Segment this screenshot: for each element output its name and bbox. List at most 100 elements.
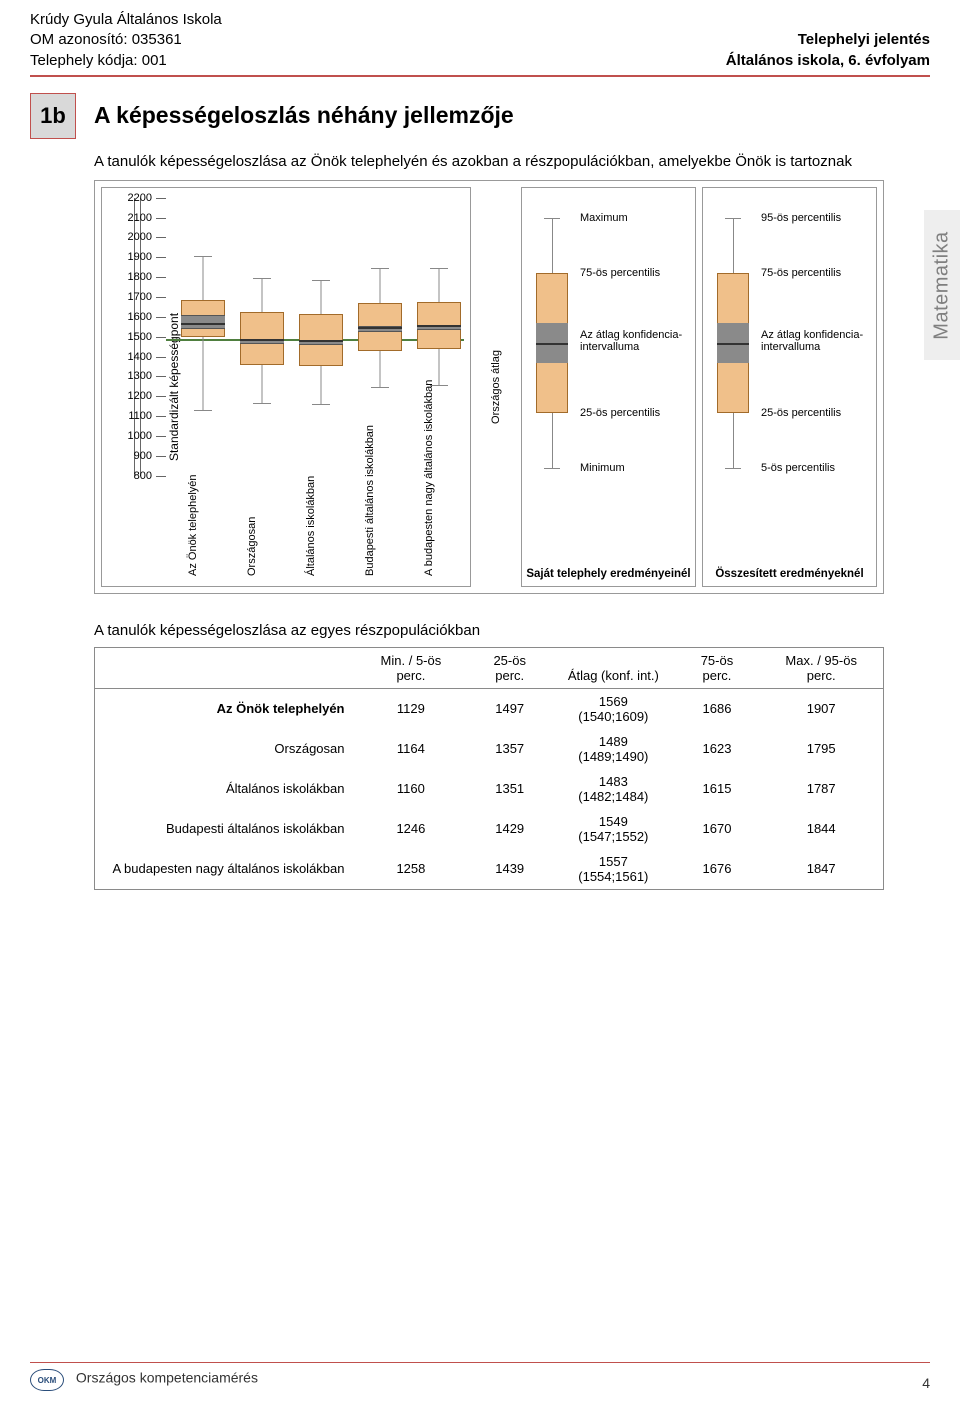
page-footer: OKM Országos kompetenciamérés 4 bbox=[30, 1362, 930, 1391]
table-row-header: Az Önök telephelyén bbox=[95, 688, 355, 729]
header-om: OM azonosító: 035361 bbox=[30, 30, 222, 50]
table-row: Országosan116413571489 (1489;1490)162317… bbox=[95, 729, 884, 769]
y-tick-label: 1500 bbox=[102, 331, 152, 343]
table-cell: 1676 bbox=[675, 849, 760, 890]
table-header: Átlag (konf. int.) bbox=[552, 647, 674, 688]
table-cell: 1357 bbox=[467, 729, 552, 769]
table-cell: 1670 bbox=[675, 809, 760, 849]
legend-right-footer: Összesített eredményeknél bbox=[703, 568, 876, 582]
logo-icon: OKM bbox=[30, 1369, 64, 1391]
legend-item: Minimum bbox=[580, 462, 691, 475]
table-cell: 1164 bbox=[355, 729, 468, 769]
y-tick-label: 800 bbox=[102, 470, 152, 482]
table-cell: 1569 (1540;1609) bbox=[552, 688, 674, 729]
header-grade: Általános iskola, 6. évfolyam bbox=[726, 51, 930, 71]
table-cell: 1160 bbox=[355, 769, 468, 809]
header-report: Telephelyi jelentés bbox=[726, 30, 930, 50]
title-row: 1b A képességeloszlás néhány jellemzője bbox=[30, 93, 930, 139]
x-category-label: A budapesten nagy általános iskolákban bbox=[435, 570, 479, 582]
table-row-header: Budapesti általános iskolákban bbox=[95, 809, 355, 849]
table-cell: 1258 bbox=[355, 849, 468, 890]
footer-page-number: 4 bbox=[922, 1375, 930, 1391]
section-subtitle: A tanulók képességeloszlása az Önök tele… bbox=[94, 153, 930, 170]
y-tick-label: 1000 bbox=[102, 430, 152, 442]
x-category-labels: Az Önök telephelyén Országosan Általános i… bbox=[166, 482, 464, 582]
section-title: A képességeloszlás néhány jellemzője bbox=[94, 102, 514, 129]
page-header: Krúdy Gyula Általános Iskola OM azonosít… bbox=[30, 10, 930, 77]
table-cell: 1129 bbox=[355, 688, 468, 729]
table-cell: 1795 bbox=[759, 729, 883, 769]
legend-left: Saját telephely eredményeinél Maximum75-… bbox=[521, 187, 696, 587]
y-ticks: 8009001000110012001300140015001600170018… bbox=[102, 198, 166, 476]
table-cell: 1489 (1489;1490) bbox=[552, 729, 674, 769]
y-tick-label: 1400 bbox=[102, 351, 152, 363]
x-category-label: Általános iskolákban bbox=[317, 570, 361, 582]
plot-area bbox=[166, 198, 464, 476]
y-tick-label: 1800 bbox=[102, 271, 152, 283]
table-row: Általános iskolákban116013511483 (1482;1… bbox=[95, 769, 884, 809]
y-tick-label: 1200 bbox=[102, 390, 152, 402]
data-table: Min. / 5-ös perc.25-ös perc.Átlag (konf.… bbox=[94, 647, 884, 890]
table-header: Min. / 5-ös perc. bbox=[355, 647, 468, 688]
legend-item: Maximum bbox=[580, 212, 691, 225]
y-tick-label: 2200 bbox=[102, 192, 152, 204]
table-row: Az Önök telephelyén112914971569 (1540;16… bbox=[95, 688, 884, 729]
table-header: 75-ös perc. bbox=[675, 647, 760, 688]
y-tick-label: 1700 bbox=[102, 291, 152, 303]
footer-left: OKM Országos kompetenciamérés bbox=[30, 1369, 258, 1391]
table-row: Budapesti általános iskolákban1246142915… bbox=[95, 809, 884, 849]
table-header: Max. / 95-ös perc. bbox=[759, 647, 883, 688]
legend-item: 25-ös percentilis bbox=[761, 407, 872, 420]
table-cell: 1787 bbox=[759, 769, 883, 809]
box-column bbox=[299, 198, 343, 476]
side-tab: Matematika bbox=[924, 210, 960, 360]
y-tick-label: 2000 bbox=[102, 231, 152, 243]
table-caption: A tanulók képességeloszlása az egyes rés… bbox=[94, 622, 930, 639]
table-header bbox=[95, 647, 355, 688]
table-cell: 1615 bbox=[675, 769, 760, 809]
table-cell: 1497 bbox=[467, 688, 552, 729]
legend-item: 25-ös percentilis bbox=[580, 407, 691, 420]
x-category-label: Budapesti általános iskolákban bbox=[376, 570, 420, 582]
chart-legends: Országos átlag Saját telephely eredménye… bbox=[477, 187, 877, 587]
table-cell: 1483 (1482;1484) bbox=[552, 769, 674, 809]
legend-item: Az átlag konfidencia-intervalluma bbox=[580, 329, 691, 354]
header-right: Telephelyi jelentés Általános iskola, 6.… bbox=[726, 10, 930, 71]
section-badge: 1b bbox=[30, 93, 76, 139]
table-cell: 1557 (1554;1561) bbox=[552, 849, 674, 890]
legend-left-footer: Saját telephely eredményeinél bbox=[522, 568, 695, 582]
table-row-header: Általános iskolákban bbox=[95, 769, 355, 809]
table-cell: 1907 bbox=[759, 688, 883, 729]
y-tick-label: 1900 bbox=[102, 251, 152, 263]
table-cell: 1549 (1547;1552) bbox=[552, 809, 674, 849]
y-tick-label: 1300 bbox=[102, 370, 152, 382]
header-site: Telephely kódja: 001 bbox=[30, 51, 222, 71]
legend-item: Az átlag konfidencia-intervalluma bbox=[761, 329, 872, 354]
legend-item: 75-ös percentilis bbox=[761, 267, 872, 280]
table-cell: 1686 bbox=[675, 688, 760, 729]
chart-frame: Standardizált képességpont 8009001000110… bbox=[94, 180, 884, 594]
table-cell: 1844 bbox=[759, 809, 883, 849]
header-school: Krúdy Gyula Általános Iskola bbox=[30, 10, 222, 30]
legend-item: 5-ös percentilis bbox=[761, 462, 872, 475]
box-column bbox=[181, 198, 225, 476]
boxplot-chart: Standardizált képességpont 8009001000110… bbox=[101, 187, 471, 587]
side-tab-label: Matematika bbox=[931, 231, 954, 339]
table-cell: 1623 bbox=[675, 729, 760, 769]
table-cell: 1246 bbox=[355, 809, 468, 849]
table-cell: 1429 bbox=[467, 809, 552, 849]
x-category-label: Országosan bbox=[258, 570, 302, 582]
table-cell: 1847 bbox=[759, 849, 883, 890]
y-tick-label: 900 bbox=[102, 450, 152, 462]
footer-title: Országos kompetenciamérés bbox=[76, 1370, 258, 1386]
x-category-label: Az Önök telephelyén bbox=[199, 570, 243, 582]
legend-item: 95-ös percentilis bbox=[761, 212, 872, 225]
table-header: 25-ös perc. bbox=[467, 647, 552, 688]
table-cell: 1351 bbox=[467, 769, 552, 809]
table-row: A budapesten nagy általános iskolákban12… bbox=[95, 849, 884, 890]
table-row-header: A budapesten nagy általános iskolákban bbox=[95, 849, 355, 890]
y-tick-label: 1100 bbox=[102, 410, 152, 422]
y-tick-label: 1600 bbox=[102, 311, 152, 323]
table-cell: 1439 bbox=[467, 849, 552, 890]
legend-right: Összesített eredményeknél 95-ös percenti… bbox=[702, 187, 877, 587]
